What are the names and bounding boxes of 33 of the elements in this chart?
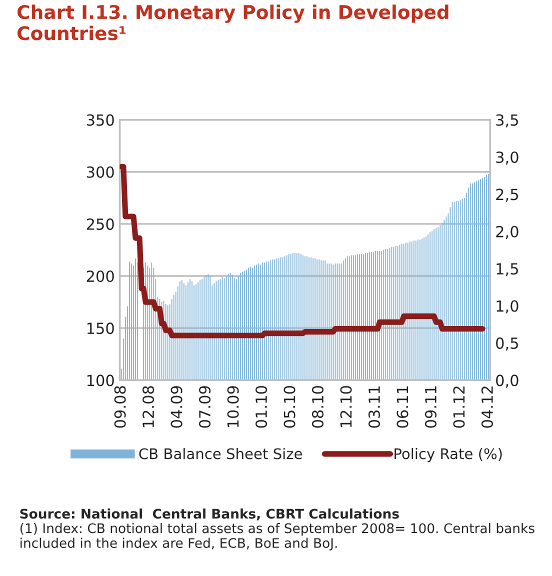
x-tick-label: 09.11 [424, 386, 437, 428]
y-tick-label: 150 [87, 322, 114, 334]
y-tick-label: 350 [86, 114, 114, 126]
x-tick-label: 04.09 [170, 386, 182, 428]
legend-label: Policy Rate (%) [394, 448, 502, 462]
y-tick-label: 200 [86, 270, 114, 282]
source-note: Source: National Central Banks, CBRT Calculations [20, 508, 399, 520]
legend-label: CB Balance Sheet Size [139, 448, 302, 460]
x-tick-label: 12.10 [340, 386, 352, 428]
y2-tick-label: 3,5 [496, 114, 518, 128]
y2-tick-label: 0,0 [496, 374, 518, 388]
x-tick-label: 01.12 [453, 386, 465, 428]
chart-title: Chart I.13. Monetary Policy in Developed Countries¹ [17, 4, 448, 40]
x-tick-label: 12.08 [142, 386, 154, 428]
y2-tick-label: 1,5 [496, 263, 518, 276]
y2-tick-label: 2,0 [496, 226, 518, 239]
y2-tick-label: 1,0 [496, 300, 518, 314]
y-tick-label: 100 [87, 374, 114, 386]
x-tick-label: 03.11 [368, 386, 380, 428]
x-tick-label: 10.09 [227, 386, 239, 428]
x-tick-label: 06.11 [396, 386, 408, 428]
y-tick-label: 300 [86, 166, 114, 178]
text: (1) Index: CB notional total assets as of September 2008= 100. Central banks included in the index are Fed, ECB, BoE and BoJ. [20, 523, 534, 550]
x-tick-label: 05.10 [284, 386, 296, 428]
y2-tick-label: 0,5 [496, 337, 518, 351]
y-tick-label: 250 [86, 218, 114, 230]
y2-tick-label: 2,5 [496, 188, 518, 202]
x-tick-label: 01.10 [255, 386, 268, 428]
x-tick-label: 09.08 [114, 386, 126, 428]
x-tick-label: 07.09 [199, 386, 211, 428]
x-tick-label: 08.10 [312, 386, 324, 428]
y2-tick-label: 3,0 [496, 151, 518, 165]
x-tick-label: 04.12 [481, 386, 493, 428]
